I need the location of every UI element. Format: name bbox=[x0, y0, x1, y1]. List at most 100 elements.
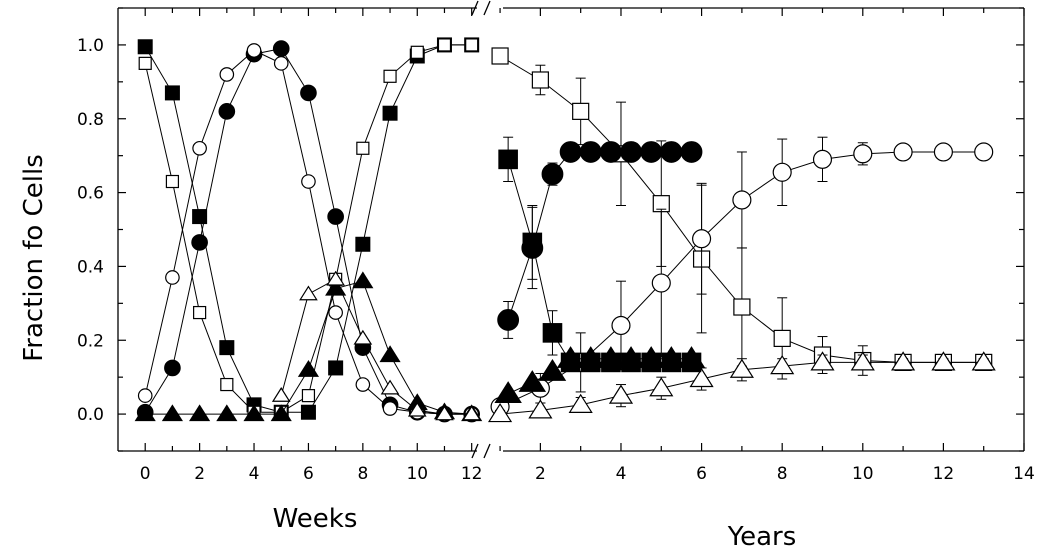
x-axis-title-weeks: Weeks bbox=[273, 504, 358, 534]
open-circle-point bbox=[246, 43, 262, 58]
years-panel bbox=[487, 47, 996, 423]
open-square-point bbox=[465, 38, 479, 52]
open-circle-point bbox=[772, 162, 792, 182]
filled-square-point bbox=[382, 105, 398, 121]
open-square-point bbox=[531, 71, 549, 89]
filled-triangle-point bbox=[657, 346, 686, 368]
series-open-triangle bbox=[487, 351, 996, 423]
x-tick-label-years: 8 bbox=[777, 464, 788, 484]
x-tick-label-years: 14 bbox=[1013, 464, 1035, 484]
y-tick-label: 0.4 bbox=[77, 257, 104, 277]
x-tick-label-years: 10 bbox=[852, 464, 874, 484]
x-tick-label-years: 12 bbox=[933, 464, 955, 484]
open-circle-point bbox=[355, 377, 371, 392]
filled-triangle-point bbox=[189, 404, 211, 422]
open-circle-point bbox=[611, 315, 631, 336]
axis-break-mark bbox=[483, 443, 491, 459]
axes: 0.0 0.2 0.4 0.6 0.8 1.0 0 2 4 6 8 10 12 2 4 6 8 10 12 14 bbox=[77, 0, 1035, 484]
series-line bbox=[144, 48, 472, 415]
open-square-point bbox=[138, 56, 152, 70]
filled-circle-point bbox=[300, 84, 317, 102]
filled-circle-point bbox=[600, 141, 622, 163]
filled-triangle-point bbox=[243, 404, 265, 422]
y-tick-label: 1.0 bbox=[77, 36, 104, 56]
filled-circle-point bbox=[640, 141, 663, 163]
open-circle-point bbox=[933, 142, 953, 162]
filled-square-point bbox=[219, 340, 235, 356]
filled-circle-point bbox=[620, 141, 642, 163]
axis-break-mark bbox=[471, 0, 479, 16]
open-square-point bbox=[410, 45, 424, 59]
filled-triangle-point bbox=[216, 404, 238, 422]
filled-triangle-point bbox=[161, 404, 183, 422]
open-triangle-point bbox=[608, 384, 634, 404]
open-square-point bbox=[572, 102, 590, 120]
x-tick-label-years: 4 bbox=[616, 464, 627, 484]
filled-circle-point bbox=[680, 141, 703, 163]
open-triangle-point bbox=[689, 367, 714, 388]
open-triangle-point bbox=[810, 351, 835, 371]
series-line bbox=[507, 159, 692, 363]
open-circle-point bbox=[732, 190, 752, 210]
filled-circle-point bbox=[521, 237, 544, 259]
open-circle-point bbox=[273, 56, 289, 71]
x-tick-label-weeks: 2 bbox=[194, 464, 205, 484]
series-line bbox=[507, 151, 692, 321]
open-circle-point bbox=[192, 140, 207, 156]
open-triangle-point bbox=[770, 354, 795, 375]
open-circle-point bbox=[651, 273, 671, 293]
x-tick-label-weeks: 8 bbox=[357, 464, 368, 484]
open-triangle-point bbox=[850, 351, 875, 371]
series-open-triangle bbox=[271, 270, 482, 421]
x-tick-label-weeks: 6 bbox=[303, 464, 314, 484]
axis-break-mark bbox=[483, 0, 491, 16]
open-triangle-point bbox=[487, 402, 513, 423]
filled-triangle-point bbox=[270, 404, 292, 422]
filled-circle-point bbox=[218, 103, 236, 120]
open-circle-point bbox=[137, 388, 153, 403]
y-tick-label: 0.8 bbox=[77, 110, 104, 130]
filled-square-point bbox=[542, 323, 563, 343]
open-triangle-point bbox=[353, 329, 373, 345]
filled-triangle-point bbox=[577, 346, 605, 368]
filled-square-point bbox=[355, 236, 371, 252]
x-tick-label-weeks: 4 bbox=[249, 464, 260, 484]
open-circle-point bbox=[301, 174, 316, 189]
open-circle-point bbox=[165, 270, 180, 285]
series-filled-circle bbox=[497, 141, 703, 339]
y-tick-label: 0.2 bbox=[77, 331, 104, 351]
open-triangle-point bbox=[271, 386, 291, 402]
filled-triangle-point bbox=[677, 346, 706, 368]
open-square-point bbox=[383, 69, 397, 83]
open-triangle-point bbox=[931, 351, 956, 371]
series-line bbox=[144, 49, 472, 415]
filled-square-point bbox=[300, 404, 316, 420]
open-circle-point bbox=[853, 144, 873, 164]
filled-square-point bbox=[328, 360, 344, 376]
filled-triangle-point bbox=[538, 359, 567, 381]
open-circle-point bbox=[382, 401, 398, 416]
filled-square-point bbox=[498, 149, 518, 170]
open-square-point bbox=[356, 141, 370, 155]
filled-triangle-point bbox=[297, 360, 320, 377]
x-tick-label-years: 2 bbox=[535, 464, 546, 484]
x-tick-label-weeks: 10 bbox=[406, 464, 428, 484]
open-triangle-point bbox=[528, 399, 553, 419]
filled-triangle-point bbox=[134, 404, 156, 422]
filled-circle-point bbox=[497, 309, 520, 331]
open-square-point bbox=[733, 298, 751, 316]
filled-circle-point bbox=[579, 141, 602, 163]
filled-triangle-point bbox=[379, 345, 401, 363]
open-triangle-point bbox=[299, 285, 318, 301]
open-triangle-point bbox=[568, 393, 593, 413]
open-square-point bbox=[301, 389, 316, 403]
open-circle-point bbox=[328, 305, 343, 320]
filled-triangle-point bbox=[325, 278, 347, 296]
x-axis-title-years: Years bbox=[727, 522, 797, 552]
open-triangle-point bbox=[380, 379, 400, 395]
x-tick-label-years: 6 bbox=[696, 464, 707, 484]
filled-circle-point bbox=[164, 359, 181, 377]
open-triangle-point bbox=[326, 270, 345, 286]
filled-circle-point bbox=[272, 40, 290, 57]
